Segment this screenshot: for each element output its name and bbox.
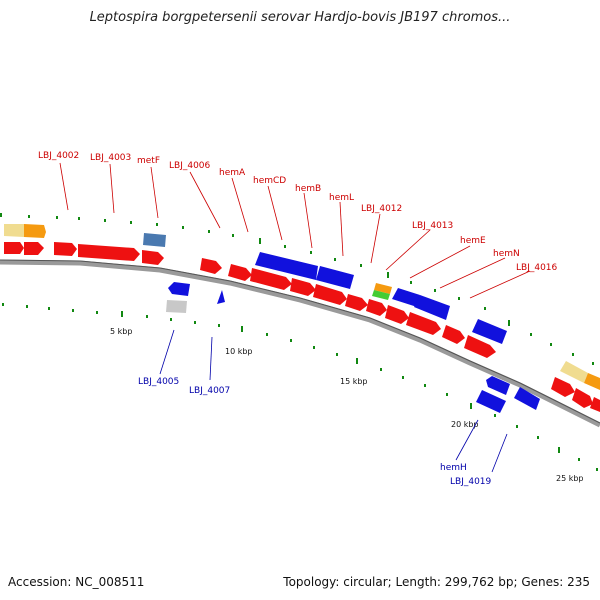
- gene-arrow: [228, 264, 252, 281]
- gene-label-hemA: hemA: [219, 168, 246, 178]
- gene-arrow: [442, 325, 465, 344]
- gene-label-hemH: hemH: [440, 463, 467, 473]
- gene-label-LBJ_4005: LBJ_4005: [138, 377, 179, 387]
- gene-arrow: [4, 242, 24, 254]
- gene-arrow: [590, 397, 600, 412]
- scale-labels: 5 kbp 10 kbp 15 kbp 20 kbp 25 kbp: [110, 327, 584, 483]
- gene-label-hemN: hemN: [493, 249, 520, 259]
- map-title: Leptospira borgpetersenii serovar Hardjo…: [89, 10, 511, 25]
- gene-label-hemL: hemL: [329, 193, 354, 203]
- gene-arrow: [551, 377, 575, 397]
- gene-arrow: [385, 305, 409, 324]
- scale-label-5kbp: 5 kbp: [110, 327, 132, 336]
- gene-arrow: [472, 319, 507, 344]
- gene-label-LBJ_4002: LBJ_4002: [38, 151, 79, 161]
- gene-label-hemCD: hemCD: [253, 176, 286, 186]
- gene-arrow: [200, 258, 222, 274]
- inner-tick-track: [2, 303, 598, 471]
- gene-arrow: [255, 252, 318, 280]
- reverse-genes[interactable]: [168, 252, 540, 413]
- gene-arrow: [476, 390, 506, 413]
- scale-label-10kbp: 10 kbp: [225, 347, 253, 356]
- gene-label-metF: metF: [137, 156, 160, 166]
- gene-arrow: [406, 312, 441, 335]
- gene-arrow: [392, 288, 420, 307]
- outer-tick-track: [0, 213, 594, 365]
- accession-text: Accession: NC_008511: [8, 575, 145, 589]
- gene-arrow: [464, 335, 496, 358]
- gene-arrow: [366, 299, 387, 316]
- forward-genes[interactable]: [4, 242, 600, 412]
- forward-gene-labels: [59, 162, 531, 299]
- gene-arrow: [250, 268, 292, 290]
- gene-arrow: [142, 250, 164, 265]
- gene-arrow: [313, 284, 347, 305]
- topology-summary: Topology: circular; Length: 299,762 bp; …: [283, 575, 590, 589]
- gene-arrow: [514, 387, 540, 410]
- gene-arrow: [54, 242, 77, 256]
- gene-label-hemB: hemB: [295, 184, 321, 194]
- gene-arrow: [572, 388, 593, 408]
- gene-arrow: [24, 242, 44, 255]
- gene-label-LBJ_4013: LBJ_4013: [412, 221, 453, 231]
- gene-label-LBJ_4016: LBJ_4016: [516, 263, 558, 273]
- gene-label-LBJ_4007: LBJ_4007: [189, 386, 230, 396]
- gene-label-LBJ_4006: LBJ_4006: [169, 161, 211, 171]
- gene-label-LBJ_4012: LBJ_4012: [361, 204, 402, 214]
- gene-label-LBJ_4019: LBJ_4019: [450, 477, 492, 487]
- scale-label-25kbp: 25 kbp: [556, 474, 584, 483]
- gene-arrow: [345, 294, 368, 311]
- feature-track: [4, 224, 600, 390]
- gene-label-hemE: hemE: [460, 236, 486, 246]
- chromosome-backbone: [0, 259, 600, 428]
- scale-label-20kbp: 20 kbp: [451, 420, 479, 429]
- gene-arrow: [217, 290, 225, 304]
- gene-arrow: [316, 266, 354, 289]
- gene-arrow: [486, 376, 510, 395]
- gene-arrow: [414, 295, 450, 320]
- gene-arrow: [78, 244, 140, 261]
- reverse-gene-labels: [159, 329, 508, 473]
- scale-label-15kbp: 15 kbp: [340, 377, 368, 386]
- gene-arrow: [168, 282, 190, 296]
- gene-label-LBJ_4003: LBJ_4003: [90, 153, 131, 163]
- gene-arrow: [290, 278, 316, 296]
